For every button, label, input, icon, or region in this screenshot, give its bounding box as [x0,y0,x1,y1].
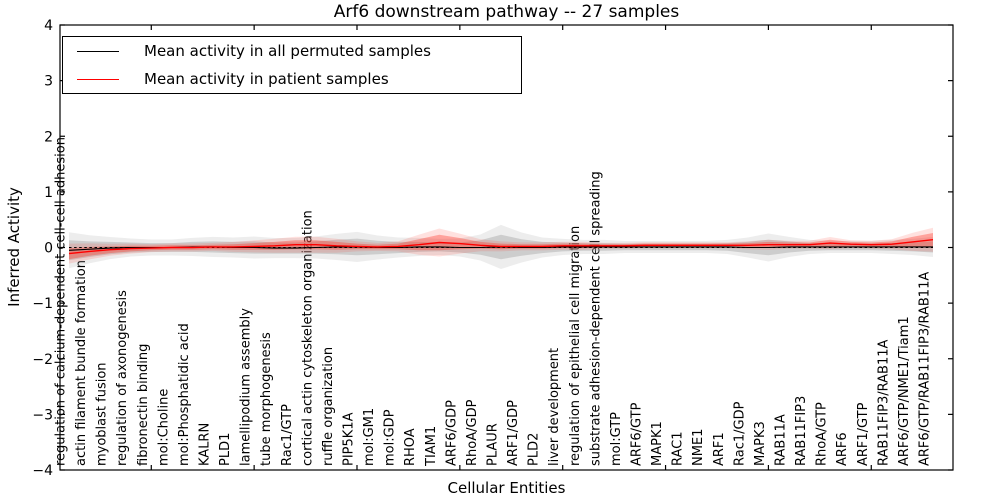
tick-marks: 4 3 2 1 0 −1 −2 −3 −4 [32,18,953,479]
legend-entry-permuted: Mean activity in all permuted samples [77,38,521,64]
x-category-label: substrate adhesion-dependent cell spread… [588,171,603,466]
legend-line-sample-red [77,78,119,80]
patient-mean-line [68,239,934,255]
y-tick-label: 2 [44,129,53,145]
x-category-label: MAPK3 [753,421,768,466]
x-category-label: actin filament bundle formation [74,260,89,466]
chart-title: Arf6 downstream pathway -- 27 samples [333,2,680,22]
x-category-label: ARF1 [712,432,727,466]
x-category-label: TIAM1 [424,426,439,467]
x-category-label: tube morphogenesis [259,332,274,466]
x-category-label: PIP5K1A [342,412,357,466]
y-tick-label: −3 [32,407,53,423]
y-tick-label: −1 [32,296,53,312]
legend-box: Mean activity in all permuted samples Me… [62,36,522,94]
x-category-label: Rac1/GDP [732,401,747,466]
patient-band-outer [69,227,933,264]
x-category-label: fibronectin binding [136,344,151,466]
x-category-label: NME1 [691,429,706,466]
x-category-label: ARF1/GTP [856,402,871,466]
x-category-label: RAB11FIP3 [794,396,809,466]
x-category-label: ARF6/GTP/NME1/Tiam1 [897,316,912,466]
x-category-label: ARF6/GTP [630,402,645,466]
y-tick-label: 3 [44,74,53,90]
x-category-label: ARF1/GDP [506,400,521,466]
x-category-label: KALRN [198,423,213,466]
x-category-label: cortical actin cytoskeleton organization [300,210,315,466]
x-category-label: PLAUR [486,423,501,466]
x-category-label: ARF6/GDP [444,400,459,466]
x-category-label: PLD1 [218,433,233,466]
x-category-label: Rac1/GTP [280,404,295,466]
x-category-label: regulation of axonogenesis [115,290,130,466]
x-category-label: RhoA/GTP [815,402,830,466]
x-category-label: myoblast fusion [95,362,110,466]
x-category-label: MAPK1 [650,421,665,466]
x-category-label: RhoA/GDP [465,399,480,466]
y-tick-label: 4 [44,18,53,34]
legend-label: Mean activity in patient samples [144,70,389,88]
x-category-label: ARF6/GTP/RAB11FIP3/RAB11A [918,272,933,466]
x-category-label: regulation of epithelial cell migration [568,226,583,466]
x-axis-label: Cellular Entities [447,479,566,497]
x-category-label: RAB11A [774,414,789,466]
x-category-label: mol:GM1 [362,408,377,466]
x-category-label: ruffle organization [321,347,336,466]
x-category-label: RAC1 [671,431,686,466]
x-category-label: PLD2 [527,433,542,466]
x-category-label: liver development [547,348,562,466]
y-tick-label: 1 [44,185,53,201]
x-category-label: regulation of calcium-dependent cell-cel… [54,137,69,466]
x-category-label: mol:GDP [383,409,398,466]
y-tick-label: −2 [32,352,53,368]
x-category-label: mol:Choline [156,389,171,466]
x-category-label: ARF6 [835,432,850,466]
legend-line-sample-black [77,50,119,52]
legend-label: Mean activity in all permuted samples [144,42,431,60]
x-category-label: mol:Phosphatidic acid [177,323,192,466]
x-category-label: mol:GTP [609,412,624,466]
y-tick-label: −4 [32,463,53,479]
x-category-label: RAB11FIP3/RAB11A [876,339,891,466]
legend-entry-patient: Mean activity in patient samples [77,66,521,92]
permuted-band-inner [69,234,933,261]
y-tick-label: 0 [44,241,53,257]
x-category-labels: regulation of calcium-dependent cell-cel… [54,137,933,467]
x-category-label: RHOA [403,428,418,466]
x-category-label: lamellipodium assembly [239,308,254,466]
